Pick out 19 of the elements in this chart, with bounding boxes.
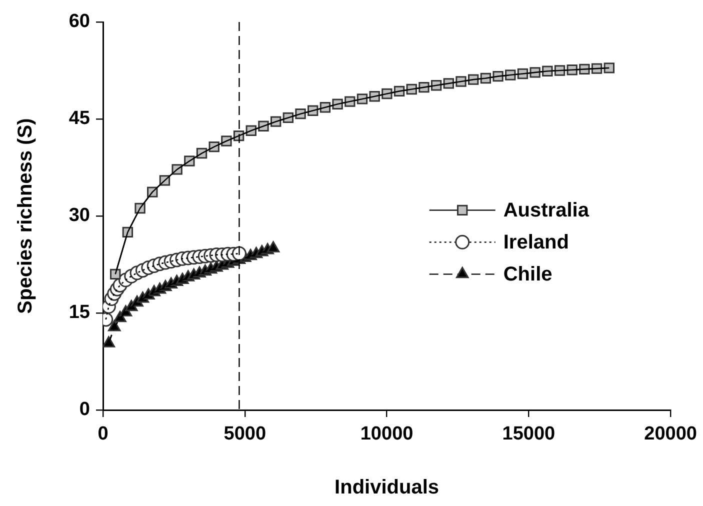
x-tick-label: 15000 [502, 424, 556, 445]
point [266, 241, 280, 252]
y-tick-label: 15 [68, 302, 90, 324]
legend-label: Chile [503, 264, 552, 286]
y-tick-label: 0 [79, 399, 90, 420]
point [103, 336, 116, 348]
x-tick-label: 20000 [644, 424, 698, 445]
x-tick-label: 10000 [360, 424, 414, 445]
x-tick-label: 5000 [224, 424, 266, 445]
point [604, 62, 614, 74]
y-axis-title: Species richness (S) [14, 118, 37, 314]
y-tick-label: 45 [68, 108, 90, 130]
x-axis-title: Individuals [334, 476, 440, 499]
x-tick-label: 0 [98, 424, 108, 445]
point [110, 268, 121, 280]
legend-label: Australia [503, 200, 590, 222]
legend-label: Ireland [503, 232, 569, 254]
y-tick-label: 30 [68, 205, 90, 226]
y-tick-label: 60 [68, 11, 90, 32]
